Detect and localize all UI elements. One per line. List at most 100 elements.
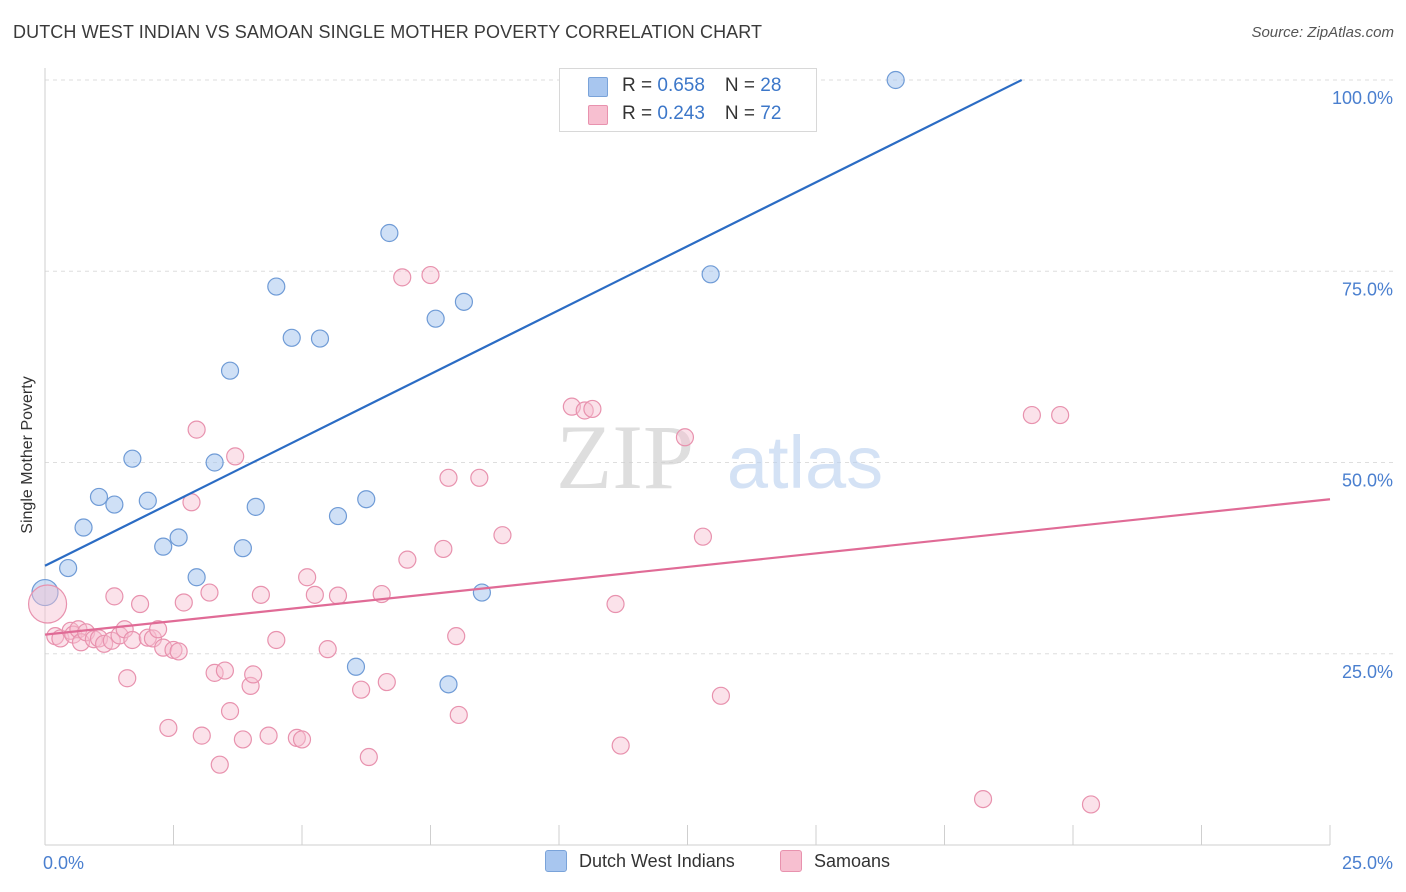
point-samoans (675, 428, 695, 447)
point-samoans (187, 420, 206, 439)
legend-item-samoans[interactable]: Samoans (780, 850, 890, 872)
point-dutch-west-indians (154, 537, 173, 556)
y-tick-label: 75.0% (1342, 279, 1393, 299)
point-samoans (470, 468, 489, 487)
point-samoans (434, 539, 453, 559)
point-samoans (241, 676, 260, 695)
point-samoans (148, 620, 168, 639)
point-dutch-west-indians (138, 491, 157, 510)
point-dutch-west-indians (74, 518, 93, 537)
point-dutch-west-indians (169, 528, 188, 547)
point-samoans (1051, 405, 1070, 425)
point-samoans (711, 686, 731, 705)
point-samoans (220, 702, 240, 721)
legend-swatch-blue (545, 850, 567, 872)
point-dutch-west-indians (105, 495, 124, 514)
stats-swatch-blue (588, 77, 608, 97)
point-samoans (210, 755, 229, 774)
point-samoans (352, 680, 371, 699)
point-samoans (259, 726, 278, 745)
stats-swatch-pink (588, 105, 608, 125)
point-samoans (447, 627, 466, 646)
point-samoans (174, 593, 193, 612)
axes (44, 68, 1331, 846)
point-samoans (298, 568, 317, 587)
stats-legend: R = 0.658 N = 28 R = 0.243 N = 72 (559, 68, 817, 132)
watermark-atlas: atlas (727, 421, 883, 504)
point-dutch-west-indians (220, 361, 240, 380)
point-samoans (244, 665, 263, 684)
point-samoans (143, 629, 163, 648)
trend-line-samoans (44, 498, 1331, 636)
r-value: 0.658 (657, 75, 705, 96)
point-samoans (611, 736, 630, 755)
point-samoans (606, 594, 625, 614)
trend-line-dutch-west-indians (44, 79, 1023, 567)
y-tick-label: 25.0% (1342, 662, 1393, 682)
n-label: N = (724, 75, 761, 96)
point-dutch-west-indians (187, 568, 206, 587)
point-dutch-west-indians (346, 657, 366, 676)
point-samoans (359, 747, 378, 767)
legend-item-dutch-west-indians[interactable]: Dutch West Indians (545, 850, 735, 872)
r-label: R = (622, 75, 658, 96)
point-samoans (130, 594, 150, 614)
point-samoans (118, 669, 137, 688)
point-samoans (439, 468, 458, 487)
point-samoans (159, 718, 178, 738)
legend-label: Samoans (814, 850, 891, 871)
data-points (27, 70, 1101, 814)
legend-label: Dutch West Indians (579, 850, 735, 871)
n-value: 28 (760, 75, 782, 96)
point-samoans (583, 399, 602, 419)
source-label: Source: ZipAtlas.com (1251, 24, 1394, 41)
point-dutch-west-indians (357, 490, 376, 509)
point-samoans (292, 730, 312, 749)
point-samoans (105, 587, 124, 606)
point-samoans (192, 726, 211, 745)
point-samoans (318, 640, 337, 659)
tick-labels: 25.0% 50.0% 75.0% 100.0% 0.0% 25.0% (43, 88, 1393, 873)
point-samoans (421, 265, 440, 285)
n-value: 72 (760, 103, 782, 124)
y-tick-label: 50.0% (1342, 471, 1393, 491)
point-dutch-west-indians (472, 583, 491, 602)
point-samoans (123, 630, 142, 650)
point-samoans (84, 630, 103, 649)
point-dutch-west-indians (439, 675, 458, 694)
point-samoans (305, 585, 324, 604)
point-dutch-west-indians (328, 506, 348, 526)
point-samoans (973, 789, 993, 809)
point-dutch-west-indians (454, 292, 474, 311)
point-dutch-west-indians (59, 558, 78, 578)
chart-title: DUTCH WEST INDIAN VS SAMOAN SINGLE MOTHE… (13, 22, 763, 42)
n-label: N = (724, 103, 761, 124)
point-samoans (693, 527, 713, 546)
point-samoans (575, 401, 594, 420)
point-samoans (251, 585, 270, 604)
series-legend: Dutch West Indians Samoans (0, 850, 1406, 880)
point-dutch-west-indians (123, 449, 142, 468)
x-tick-label: 25.0% (1342, 853, 1393, 873)
y-tick-label: 100.0% (1332, 88, 1393, 108)
point-samoans (1081, 795, 1101, 814)
point-samoans (200, 583, 219, 602)
point-samoans (328, 586, 348, 605)
point-dutch-west-indians (886, 70, 905, 90)
trend-lines (44, 79, 1331, 636)
point-dutch-west-indians (205, 453, 224, 472)
point-dutch-west-indians (89, 487, 109, 507)
point-samoans (398, 550, 417, 569)
point-samoans (233, 730, 252, 749)
point-dutch-west-indians (701, 265, 720, 284)
point-samoans (27, 584, 68, 624)
point-dutch-west-indians (380, 223, 399, 243)
legend-swatch-pink (780, 850, 802, 872)
r-label: R = (622, 103, 658, 124)
grid-lines (45, 79, 1395, 655)
point-samoans (215, 661, 234, 680)
watermark-zip: ZIP (556, 406, 694, 508)
point-dutch-west-indians (282, 328, 301, 347)
point-dutch-west-indians (246, 497, 265, 516)
